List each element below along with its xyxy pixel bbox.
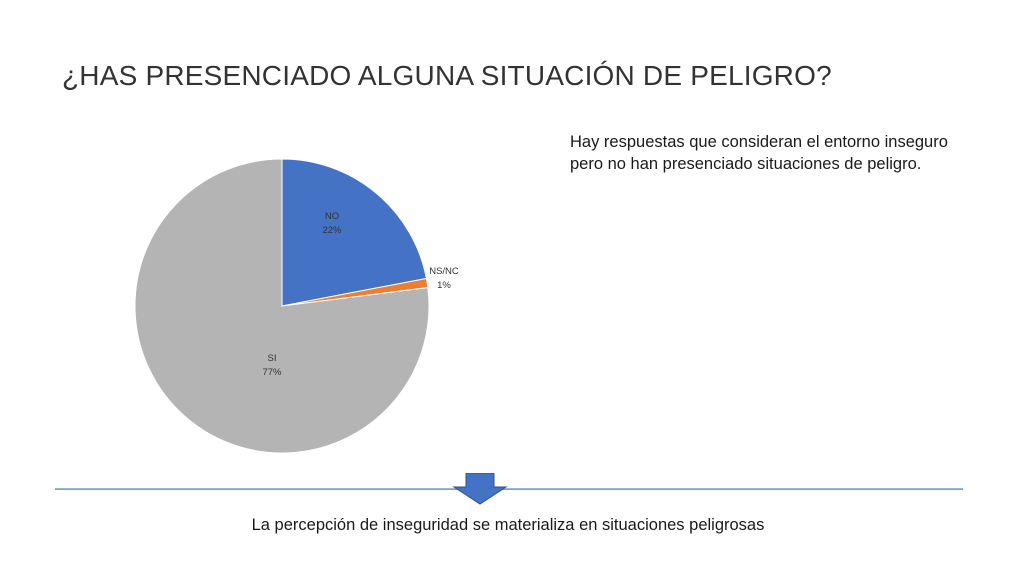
pie-label-category-no: NO <box>325 211 339 222</box>
down-arrow-icon <box>452 473 508 505</box>
pie-label-value-ns-nc: 1% <box>437 280 451 291</box>
pie-label-category-ns-nc: NS/NC <box>429 266 459 277</box>
pie-label-value-no: 22% <box>322 225 342 236</box>
note-text: Hay respuestas que consideran el entorno… <box>570 131 990 175</box>
pie-label-category-si: SI <box>268 353 277 364</box>
divider-line <box>55 488 963 490</box>
pie-slice-si <box>134 158 430 454</box>
pie-slice-no <box>281 158 427 307</box>
slide-title: ¿HAS PRESENCIADO ALGUNA SITUACIÓN DE PEL… <box>62 60 832 91</box>
note-line-2: pero no han presenciado situaciones de p… <box>570 155 922 173</box>
pie-label-value-si: 77% <box>262 367 282 378</box>
note-line-1: Hay respuestas que consideran el entorno… <box>570 133 948 151</box>
conclusion-text: La percepción de inseguridad se material… <box>251 516 765 534</box>
